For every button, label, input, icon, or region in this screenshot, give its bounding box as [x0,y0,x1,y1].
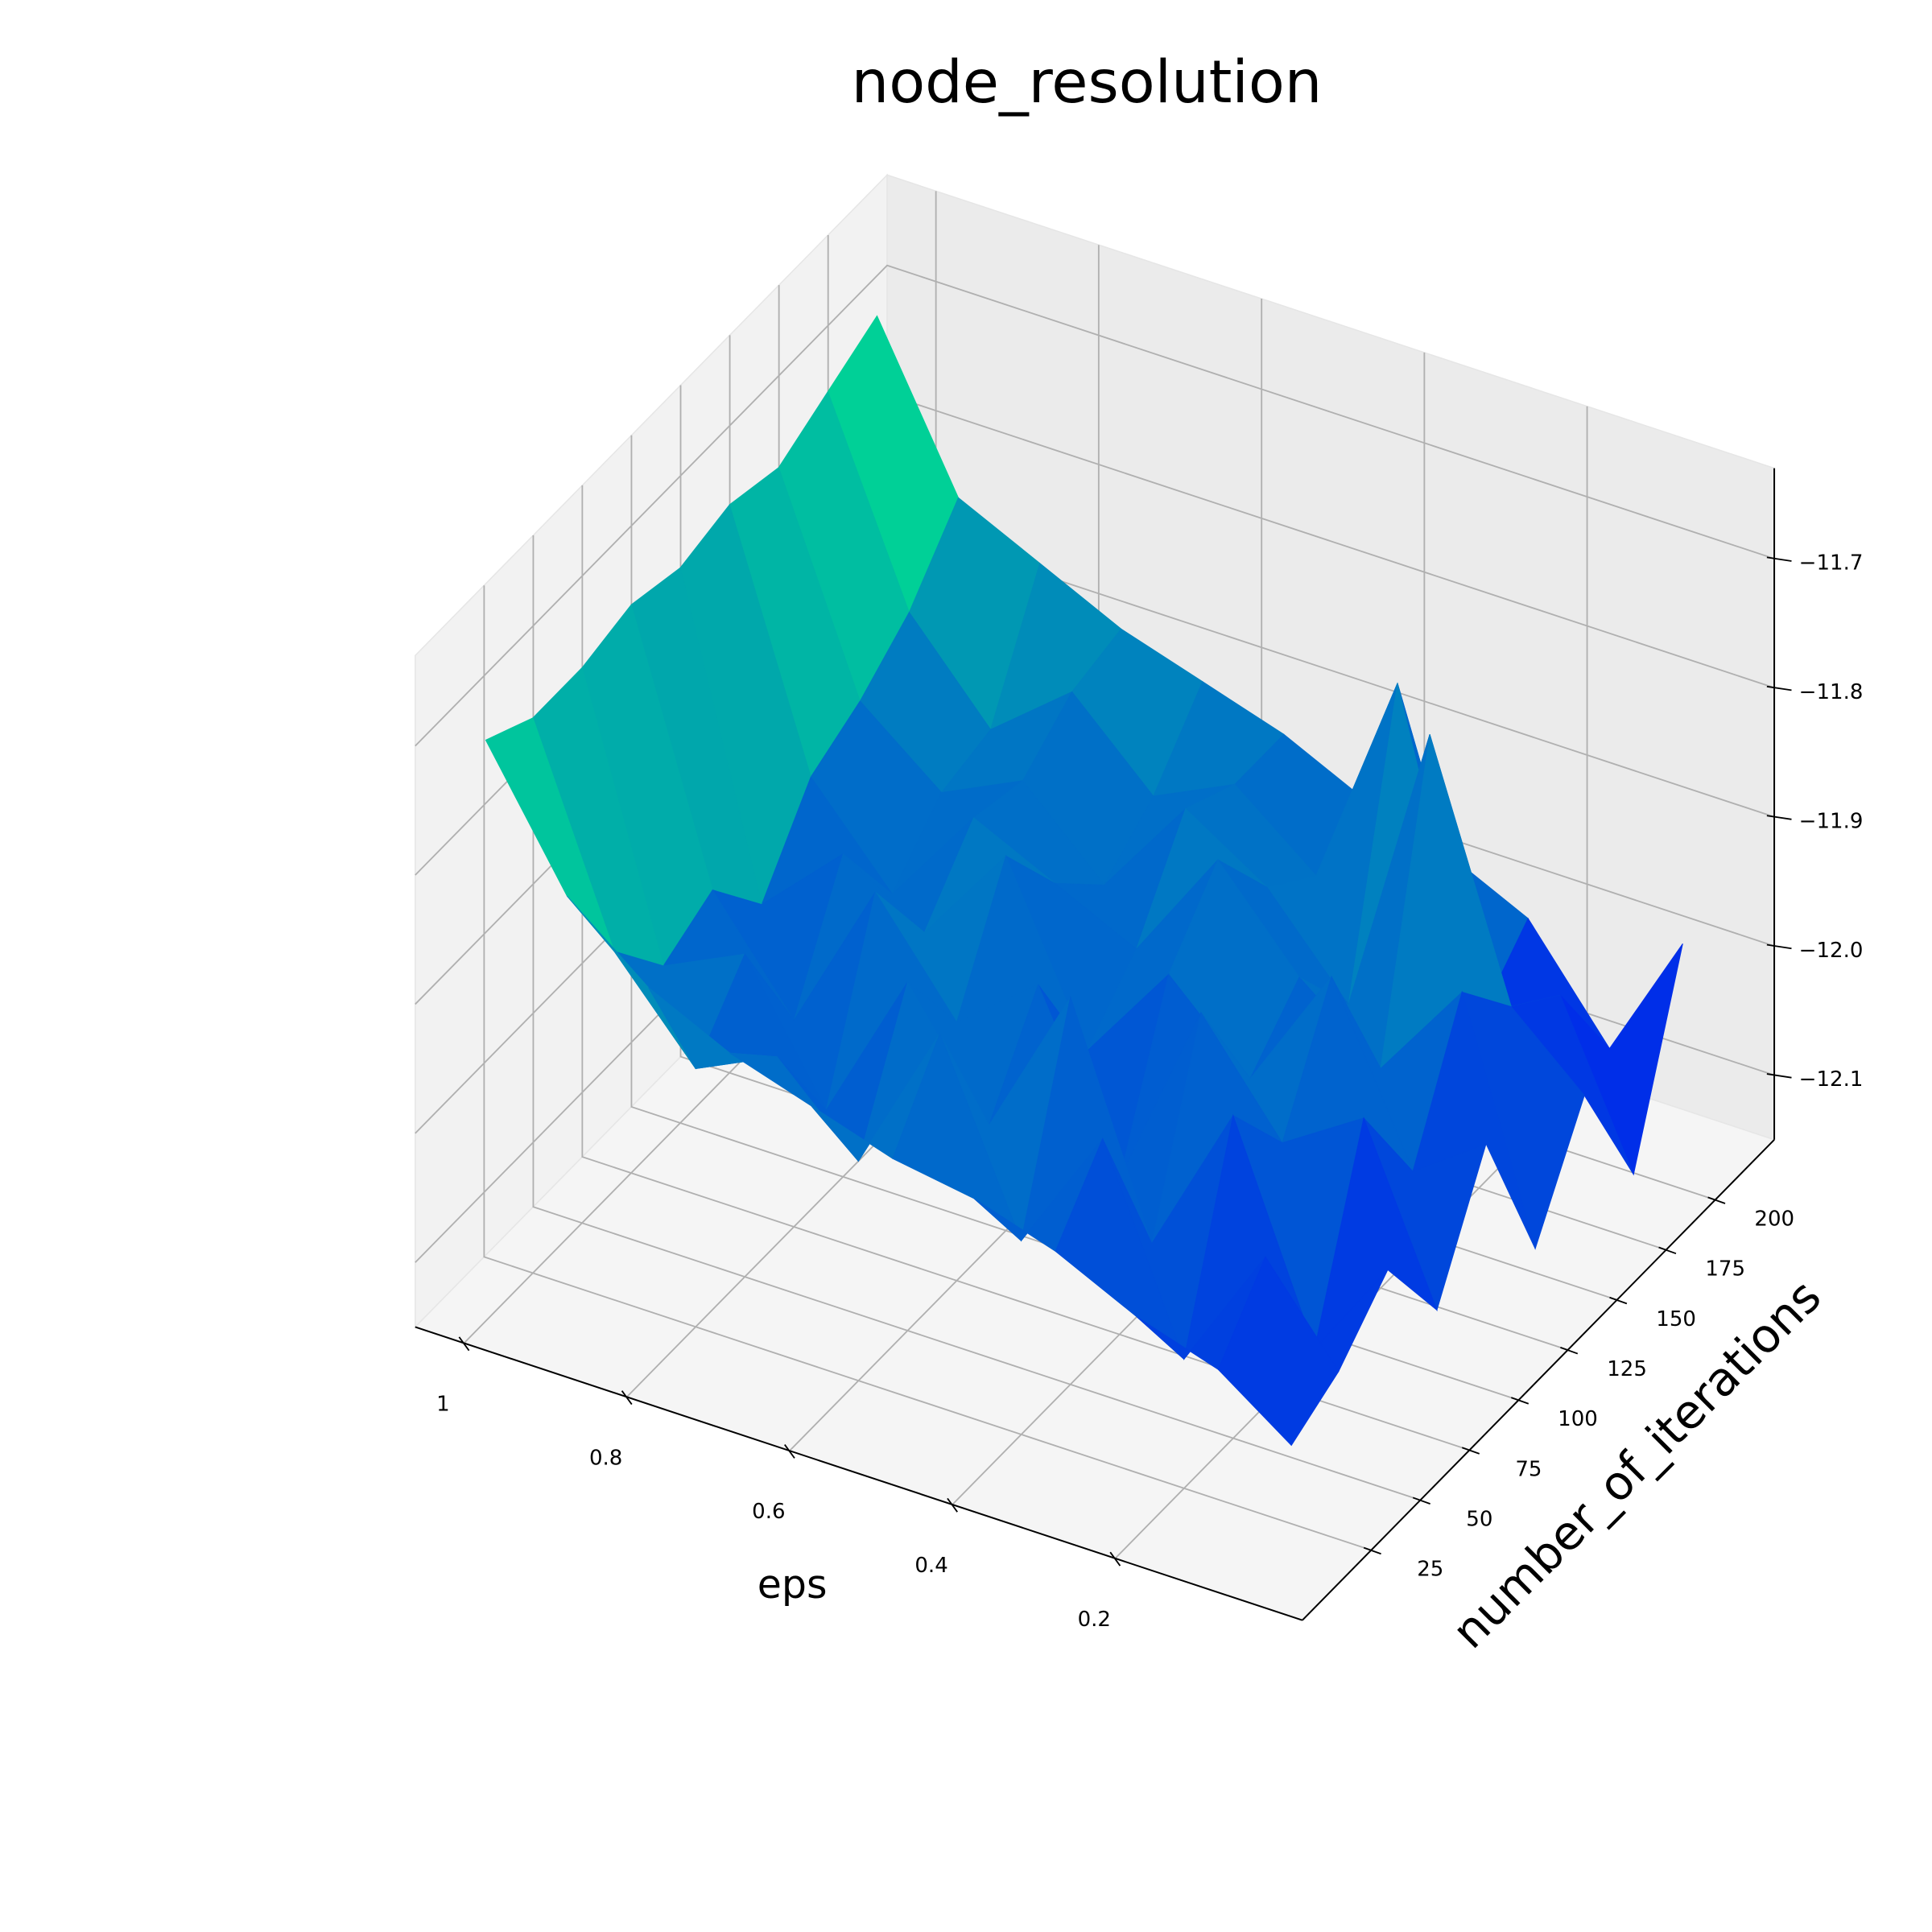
tick-mark [1766,1073,1792,1079]
y-tick-label: 150 [1656,1307,1696,1331]
x-axis-line [415,1326,1303,1621]
z-tick-label: −11.9 [1799,809,1864,833]
plot-area: node_resolution eps number_of_iterations… [414,48,1864,1659]
tick-mark [1766,556,1792,562]
x-tick-label: 1 [436,1393,450,1417]
y-tick-label: 75 [1515,1457,1542,1481]
grid-line [483,585,1372,1551]
x-tick-label: 0.6 [752,1500,785,1524]
y-tick-label: 100 [1558,1407,1598,1431]
tick-mark [1560,1347,1579,1355]
tick-mark [1461,1447,1480,1455]
x-tick-label: 0.8 [589,1446,622,1470]
tick-mark [1707,1196,1726,1204]
x-tick-label: 0.4 [914,1554,947,1578]
y-tick-label: 50 [1466,1507,1492,1531]
z-tick-label: −12.1 [1799,1067,1864,1092]
y-tick-label: 200 [1754,1207,1794,1231]
tick-mark [1412,1496,1430,1505]
tick-mark [1766,685,1792,691]
y-tick-label: 125 [1607,1357,1647,1381]
tick-mark [1511,1397,1530,1405]
z-tick-label: −12.0 [1799,939,1864,963]
tick-mark [1363,1546,1381,1555]
tick-mark [1609,1296,1628,1305]
surface-face [1217,1256,1340,1447]
y-axis-line [1302,1139,1775,1621]
x-axis-label: eps [758,1562,828,1608]
z-tick-label: −11.7 [1799,551,1864,576]
chart-title: node_resolution [852,48,1323,117]
x-tick-label: 0.2 [1078,1608,1111,1632]
tick-mark [1766,815,1792,820]
tick-mark [1658,1246,1677,1255]
y-tick-label: 175 [1705,1257,1745,1282]
y-tick-label: 25 [1417,1558,1443,1582]
z-tick-label: −11.8 [1799,680,1864,704]
grid-line [415,264,1775,747]
tick-mark [1766,943,1792,950]
